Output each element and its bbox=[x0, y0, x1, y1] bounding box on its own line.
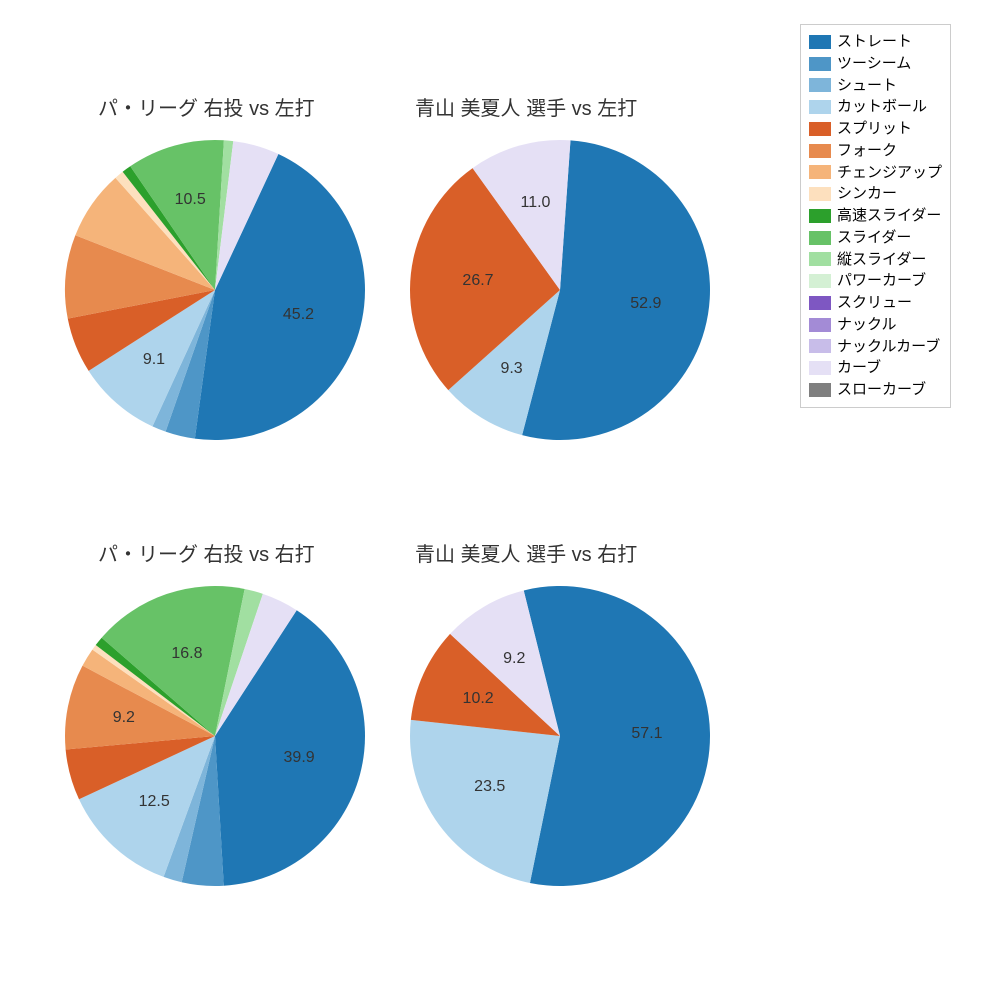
legend-item-fast_slider: 高速スライダー bbox=[809, 205, 942, 227]
legend-label: スクリュー bbox=[837, 292, 912, 314]
pie-slice-label: 11.0 bbox=[520, 194, 550, 212]
legend-label: ナックル bbox=[837, 314, 897, 336]
legend-label: チェンジアップ bbox=[837, 162, 942, 184]
legend-swatch bbox=[809, 296, 831, 310]
legend-swatch bbox=[809, 383, 831, 397]
legend-label: カーブ bbox=[837, 357, 881, 379]
pie-slice-label: 45.2 bbox=[283, 306, 314, 324]
legend-label: ストレート bbox=[837, 31, 912, 53]
legend: ストレートツーシームシュートカットボールスプリットフォークチェンジアップシンカー… bbox=[800, 24, 951, 408]
legend-label: カットボール bbox=[837, 96, 927, 118]
legend-label: シュート bbox=[837, 75, 897, 97]
legend-swatch bbox=[809, 274, 831, 288]
legend-item-shoot: シュート bbox=[809, 75, 942, 97]
chart-title: パ・リーグ 右投 vs 左打 bbox=[98, 92, 315, 121]
legend-label: 高速スライダー bbox=[837, 205, 941, 227]
legend-item-changeup: チェンジアップ bbox=[809, 162, 942, 184]
pie-slice-label: 9.3 bbox=[500, 360, 522, 378]
chart-title: 青山 美夏人 選手 vs 右打 bbox=[415, 538, 637, 567]
legend-label: スローカーブ bbox=[837, 379, 926, 401]
legend-label: シンカー bbox=[837, 183, 897, 205]
legend-swatch bbox=[809, 35, 831, 49]
legend-item-split: スプリット bbox=[809, 118, 942, 140]
pie-chart bbox=[63, 584, 367, 888]
pie-slice-label: 9.2 bbox=[503, 650, 525, 668]
pie-slice-label: 10.2 bbox=[463, 690, 494, 708]
legend-swatch bbox=[809, 144, 831, 158]
legend-swatch bbox=[809, 165, 831, 179]
pie-slice-label: 12.5 bbox=[139, 793, 170, 811]
pie-slice-label: 9.2 bbox=[113, 709, 135, 727]
legend-swatch bbox=[809, 78, 831, 92]
legend-item-screw: スクリュー bbox=[809, 292, 942, 314]
legend-swatch bbox=[809, 361, 831, 375]
legend-swatch bbox=[809, 318, 831, 332]
legend-item-cutball: カットボール bbox=[809, 96, 942, 118]
legend-item-slow_curve: スローカーブ bbox=[809, 379, 942, 401]
legend-label: スプリット bbox=[837, 118, 912, 140]
legend-swatch bbox=[809, 252, 831, 266]
legend-swatch bbox=[809, 209, 831, 223]
pie-slice-label: 57.1 bbox=[631, 725, 662, 743]
legend-item-knuckle: ナックル bbox=[809, 314, 942, 336]
legend-label: 縦スライダー bbox=[837, 249, 926, 271]
pie-slice-label: 9.1 bbox=[143, 351, 165, 369]
legend-swatch bbox=[809, 231, 831, 245]
legend-swatch bbox=[809, 187, 831, 201]
chart-title: パ・リーグ 右投 vs 右打 bbox=[98, 538, 315, 567]
legend-swatch bbox=[809, 339, 831, 353]
pie-chart bbox=[408, 584, 712, 888]
legend-swatch bbox=[809, 122, 831, 136]
legend-item-curve: カーブ bbox=[809, 357, 942, 379]
pie-slice-label: 23.5 bbox=[474, 778, 505, 796]
legend-item-sinker: シンカー bbox=[809, 183, 942, 205]
legend-label: フォーク bbox=[837, 140, 897, 162]
legend-label: ナックルカーブ bbox=[837, 336, 940, 358]
legend-item-power_curve: パワーカーブ bbox=[809, 270, 942, 292]
legend-item-knuckle_curve: ナックルカーブ bbox=[809, 336, 942, 358]
pie-chart bbox=[408, 138, 712, 442]
pie-slice-label: 10.5 bbox=[175, 191, 206, 209]
legend-swatch bbox=[809, 100, 831, 114]
legend-label: パワーカーブ bbox=[837, 270, 926, 292]
legend-item-vert_slider: 縦スライダー bbox=[809, 249, 942, 271]
legend-swatch bbox=[809, 57, 831, 71]
pie-slice-label: 16.8 bbox=[171, 645, 202, 663]
legend-item-straight: ストレート bbox=[809, 31, 942, 53]
chart-title: 青山 美夏人 選手 vs 左打 bbox=[415, 92, 637, 121]
legend-item-two_seam: ツーシーム bbox=[809, 53, 942, 75]
legend-label: ツーシーム bbox=[837, 53, 911, 75]
legend-item-slider: スライダー bbox=[809, 227, 942, 249]
pie-chart bbox=[63, 138, 367, 442]
pie-slice-label: 26.7 bbox=[462, 272, 493, 290]
pie-slice-label: 39.9 bbox=[284, 749, 315, 767]
legend-label: スライダー bbox=[837, 227, 911, 249]
pie-slice-label: 52.9 bbox=[630, 295, 661, 313]
legend-item-fork: フォーク bbox=[809, 140, 942, 162]
